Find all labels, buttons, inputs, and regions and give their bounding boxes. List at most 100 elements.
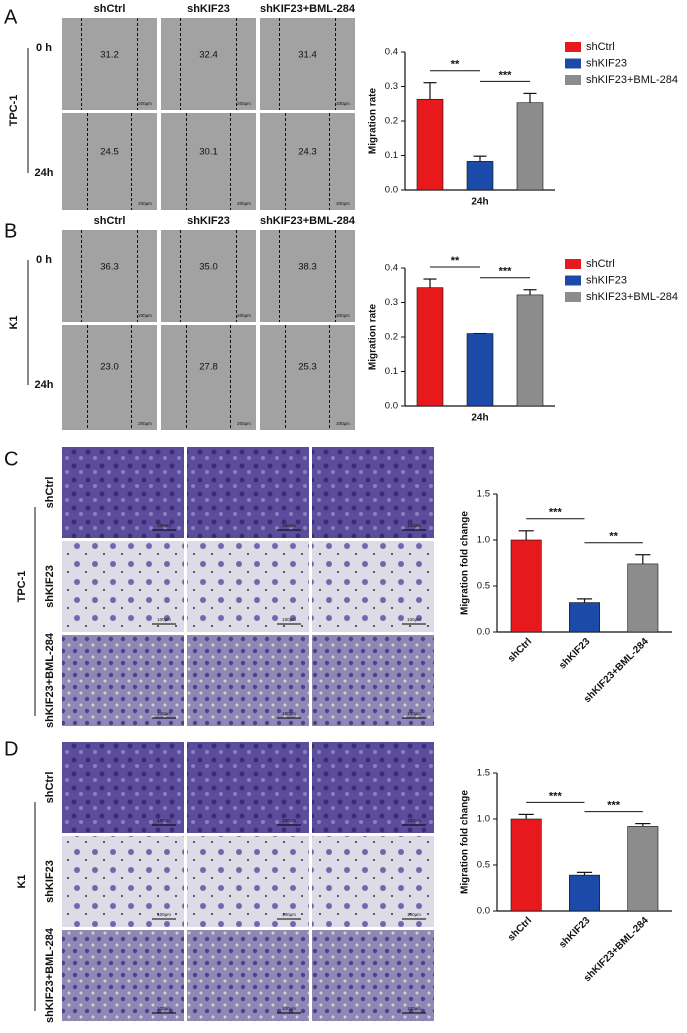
scale-bar-label: 200μm <box>138 421 152 426</box>
scale-bar-label: 200μm <box>138 101 152 106</box>
stain-image <box>312 742 434 833</box>
wound-width: 31.2 <box>100 49 119 60</box>
scale-bar-label: 200μm <box>237 313 251 318</box>
scale-bar-label: 200μm <box>237 101 251 106</box>
wound-width: 38.3 <box>298 261 317 272</box>
legend-label: shKIF23+BML-284 <box>586 291 678 303</box>
y-axis-label: Migration rate <box>368 88 379 155</box>
scale-bar-label: 100μm <box>282 818 296 823</box>
significance-label: ** <box>609 531 618 543</box>
panel-letter: B <box>4 220 17 242</box>
stain-image <box>312 447 434 538</box>
panel-letter: C <box>4 448 18 470</box>
y-tick-label: 0.5 <box>477 860 490 871</box>
bar <box>416 98 444 191</box>
scale-bar-label: 100μm <box>282 912 296 917</box>
scale-bar-label: 100μm <box>407 1006 421 1011</box>
x-axis-label: 24h <box>471 413 488 424</box>
wound-width: 25.3 <box>298 362 317 373</box>
scale-bar-label: 100μm <box>407 711 421 716</box>
column-header: shCtrl <box>94 3 126 15</box>
column-header: shCtrl <box>94 215 126 227</box>
scale-bar-label: 100μm <box>407 912 421 917</box>
scale-bar-label: 100μm <box>157 617 171 622</box>
scale-bar-label: 200μm <box>336 313 350 318</box>
significance-label: *** <box>549 507 563 519</box>
bar <box>516 294 544 407</box>
significance-label: *** <box>499 266 513 278</box>
stain-image <box>62 742 184 833</box>
x-axis-label: 24h <box>471 197 488 208</box>
scale-bar-label: 100μm <box>282 1006 296 1011</box>
significance-label: *** <box>499 69 513 81</box>
y-tick-label: 0.1 <box>385 150 398 161</box>
cell-line-label: K1 <box>16 874 28 888</box>
legend-swatch <box>565 58 581 69</box>
bar <box>510 818 542 912</box>
column-header: shKIF23 <box>187 215 230 227</box>
scale-bar-label: 200μm <box>138 313 152 318</box>
wound-width: 24.3 <box>298 146 317 157</box>
wound-image <box>62 18 157 110</box>
stain-image <box>62 541 184 632</box>
bar <box>466 161 494 191</box>
scale-bar-label: 100μm <box>157 711 171 716</box>
row-label: shKIF23+BML-284 <box>44 927 56 1023</box>
stain-image <box>187 447 309 538</box>
bar <box>510 539 542 633</box>
cell-line-label: TPC-1 <box>16 571 28 603</box>
bar <box>416 287 444 407</box>
scale-bar-label: 100μm <box>407 617 421 622</box>
wound-image <box>161 113 256 210</box>
bar <box>516 102 544 191</box>
y-axis-label: Migration fold change <box>460 790 471 894</box>
significance-label: *** <box>549 790 563 802</box>
row-label: shKIF23 <box>44 565 56 608</box>
y-axis-label: Migration rate <box>368 304 379 371</box>
wound-image <box>161 18 256 110</box>
wound-image <box>62 113 157 210</box>
wound-width: 27.8 <box>199 362 218 373</box>
stain-image <box>187 930 309 1021</box>
scale-bar-label: 100μm <box>282 523 296 528</box>
stain-image <box>62 447 184 538</box>
scale-bar-label: 100μm <box>157 912 171 917</box>
y-tick-label: 0.4 <box>385 47 398 58</box>
y-tick-label: 0.0 <box>385 401 398 412</box>
column-header: shKIF23+BML-284 <box>260 215 356 227</box>
stain-image <box>187 836 309 927</box>
y-axis-label: Migration fold change <box>460 511 471 615</box>
x-tick-label: shCtrl <box>506 636 534 664</box>
legend-label: shCtrl <box>586 258 615 270</box>
x-tick-label: shCtrl <box>506 915 534 943</box>
bar <box>569 602 600 633</box>
y-tick-label: 0.0 <box>477 627 490 638</box>
y-tick-label: 1.5 <box>477 768 490 779</box>
significance-label: ** <box>451 59 460 71</box>
column-header: shKIF23+BML-284 <box>260 3 356 15</box>
wound-image <box>260 325 355 430</box>
panel-letter: D <box>4 738 18 760</box>
stain-image <box>312 541 434 632</box>
y-tick-label: 1.5 <box>477 489 490 500</box>
y-tick-label: 0.0 <box>385 185 398 196</box>
x-tick-label: shKIF23+BML-284 <box>582 636 651 705</box>
legend-swatch <box>565 75 581 85</box>
wound-image <box>62 230 157 322</box>
stain-image <box>62 635 184 726</box>
stain-image <box>62 836 184 927</box>
cell-line-label: TPC-1 <box>8 95 20 127</box>
scale-bar-label: 200μm <box>237 201 251 206</box>
row-label: shKIF23 <box>44 860 56 903</box>
stain-image <box>187 742 309 833</box>
x-tick-label: shKIF23 <box>557 915 593 951</box>
legend-label: shCtrl <box>586 41 615 53</box>
scale-bar-label: 100μm <box>157 523 171 528</box>
y-tick-label: 0.5 <box>477 581 490 592</box>
y-tick-label: 0.3 <box>385 297 398 308</box>
bar <box>627 563 659 633</box>
y-tick-label: 0.4 <box>385 263 398 274</box>
stain-image <box>187 541 309 632</box>
wound-image <box>62 325 157 430</box>
